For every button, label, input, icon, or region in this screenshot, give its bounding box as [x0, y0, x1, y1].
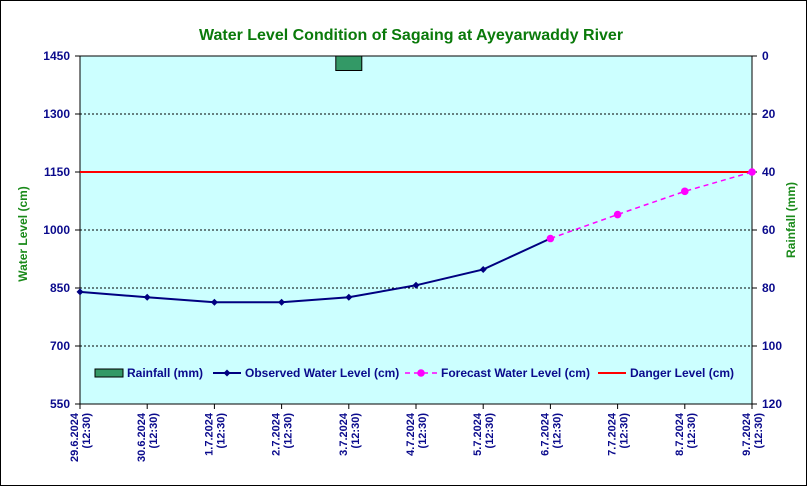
legend-swatch-rainfall [94, 368, 124, 378]
x-tick-label: 7.7.2024 (12:30) [607, 412, 631, 456]
left-tick-label: 850 [50, 281, 70, 295]
right-tick-label: 20 [762, 107, 776, 121]
x-tick-label: 3.7.2024 (12:30) [338, 412, 362, 456]
left-tick-label: 1450 [43, 49, 70, 63]
x-tick-label: 4.7.2024 (12:30) [405, 412, 429, 456]
x-tick-label: 29.6.2024 (12:30) [69, 412, 93, 462]
x-tick-label: 1.7.2024 (12:30) [203, 412, 227, 456]
left-tick-label: 1000 [43, 223, 70, 237]
x-tick-label: 2.7.2024 (12:30) [271, 412, 295, 456]
observed-water-level-line [79, 237, 551, 304]
forecast-point [748, 168, 756, 176]
legend-label: Rainfall (mm) [127, 366, 203, 380]
observed-point [412, 281, 420, 289]
x-tick-time: (12:30) [686, 413, 698, 449]
x-tick-date: 4.7.2024 [405, 412, 417, 456]
x-tick-label: 5.7.2024 (12:30) [472, 412, 496, 456]
forecast-point [613, 210, 622, 219]
x-tick-date: 8.7.2024 [674, 412, 686, 456]
right-tick-label: 100 [762, 339, 782, 353]
chart-marks [76, 55, 756, 306]
right-tick-label: 0 [762, 49, 769, 63]
legend-label: Observed Water Level (cm) [245, 366, 399, 380]
observed-point [76, 288, 84, 296]
x-tick-time: (12:30) [484, 413, 496, 449]
x-tick-date: 2.7.2024 [271, 412, 283, 456]
x-tick-time: (12:30) [283, 413, 295, 449]
y-axis-label-right: Rainfall (mm) [784, 182, 798, 258]
x-tick-label: 8.7.2024 (12:30) [674, 412, 698, 456]
x-tick-time: (12:30) [148, 413, 160, 449]
legend-marker-forecast [417, 369, 425, 377]
x-tick-time: (12:30) [350, 413, 362, 449]
x-axis-ticks: 29.6.2024 (12:30) 30.6.2024 (12:30) 1.7.2024… [69, 404, 765, 462]
left-tick-label: 1300 [43, 107, 70, 121]
left-tick-label: 1150 [44, 165, 70, 179]
y-axis-label-left: Water Level (cm) [16, 186, 30, 282]
observed-point [210, 298, 218, 306]
right-tick-label: 120 [762, 397, 782, 411]
right-tick-label: 80 [762, 281, 776, 295]
observed-point [345, 293, 353, 301]
x-tick-date: 9.7.2024 [741, 412, 753, 456]
x-tick-date: 6.7.2024 [539, 412, 551, 456]
x-tick-date: 3.7.2024 [338, 412, 350, 456]
legend-label: Forecast Water Level (cm) [441, 366, 590, 380]
left-tick-label: 700 [50, 339, 70, 353]
x-tick-date: 30.6.2024 [136, 412, 148, 462]
x-tick-date: 7.7.2024 [607, 412, 619, 456]
chart-title: Water Level Condition of Sagaing at Ayey… [199, 27, 623, 44]
right-tick-label: 60 [762, 223, 776, 237]
observed-point [278, 298, 286, 306]
left-tick-label: 550 [50, 397, 70, 411]
forecast-point [681, 187, 689, 196]
x-tick-time: (12:30) [551, 413, 563, 449]
legend-label: Danger Level (cm) [630, 366, 734, 380]
x-tick-time: (12:30) [215, 413, 227, 449]
x-tick-time: (12:30) [619, 413, 631, 449]
right-axis-ticks: 0 20 40 60 80 100 120 [752, 49, 782, 411]
observed-point [479, 265, 487, 273]
forecast-point [546, 234, 555, 243]
observed-point [143, 293, 151, 301]
x-tick-label: 9.7.2024 (12:30) [741, 412, 765, 456]
x-tick-label: 30.6.2024 (12:30) [136, 412, 160, 462]
x-tick-time: (12:30) [753, 413, 765, 449]
left-axis-ticks: 550 700 850 1000 1150 1300 1450 [43, 49, 80, 411]
x-tick-date: 1.7.2024 [203, 412, 215, 456]
x-tick-date: 29.6.2024 [69, 412, 81, 462]
rainfall-bar [335, 55, 363, 71]
legend: Rainfall (mm) Observed Water Level (cm) Fo… [94, 366, 734, 380]
right-tick-label: 40 [762, 165, 776, 179]
x-tick-time: (12:30) [417, 413, 429, 449]
x-tick-time: (12:30) [81, 413, 93, 449]
x-tick-date: 5.7.2024 [472, 412, 484, 456]
x-tick-label: 6.7.2024 (12:30) [539, 412, 563, 456]
legend-marker-observed [223, 369, 231, 377]
